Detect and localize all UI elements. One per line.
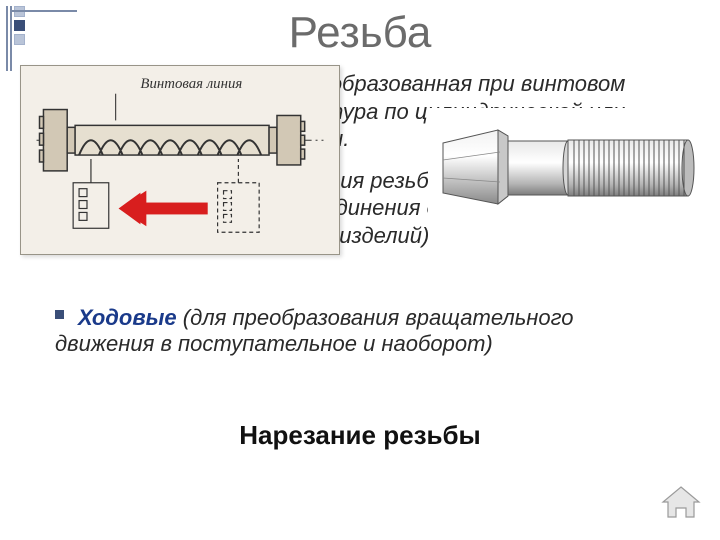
bullet-hodovye: Ходовые (для преобразования вращательног… — [55, 305, 595, 358]
figure-bolt — [428, 108, 708, 228]
bullet-square-icon — [55, 310, 64, 319]
svg-text:Винтовая линия: Винтовая линия — [140, 76, 242, 92]
slide-title: Резьба — [0, 8, 720, 58]
bullet2-bold: Ходовые — [78, 305, 177, 330]
figure-helix-diagram: Винтовая линия — [20, 65, 340, 255]
slide-subtitle: Нарезание резьбы — [0, 420, 720, 451]
home-icon — [660, 484, 702, 522]
home-button[interactable] — [660, 484, 702, 522]
